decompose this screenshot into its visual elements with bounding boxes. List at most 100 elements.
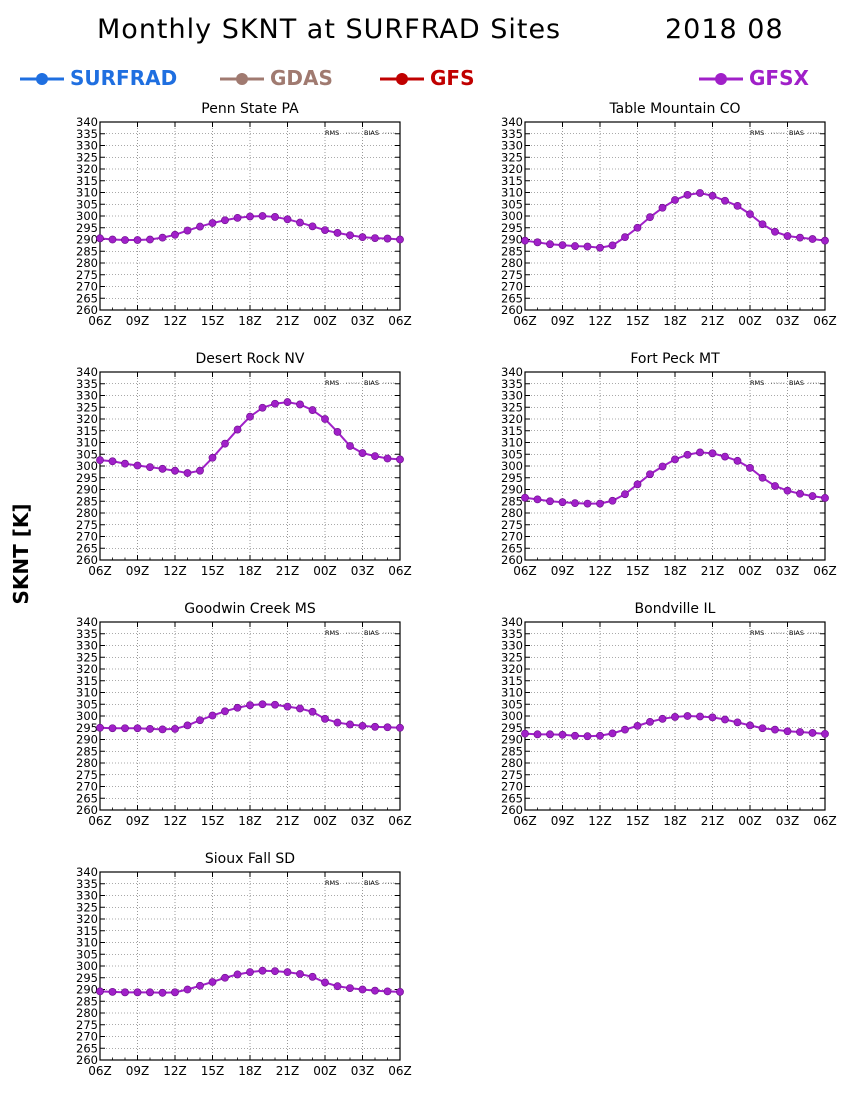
data-point	[346, 442, 354, 450]
x-tick-label: 06Z	[813, 814, 837, 828]
x-tick-label: 03Z	[776, 814, 800, 828]
chart-panel-bondville: Bondville IL2602652702752802852902953003…	[501, 601, 837, 828]
data-point	[358, 449, 367, 457]
y-tick-label: 260	[76, 303, 98, 317]
y-tick-label: 325	[76, 650, 98, 664]
y-tick-label: 290	[76, 233, 98, 247]
panel-title: Sioux Fall SD	[205, 851, 295, 867]
data-point	[158, 725, 167, 734]
y-tick-label: 270	[76, 280, 98, 294]
data-point	[333, 982, 342, 991]
data-point	[296, 970, 304, 978]
data-point	[646, 213, 654, 222]
x-tick-label: 15Z	[201, 564, 225, 578]
y-tick-label: 320	[501, 162, 523, 176]
x-tick-label: 06Z	[813, 564, 837, 578]
panel-legend-bias: BIAS	[364, 879, 379, 887]
data-point	[758, 220, 767, 229]
y-tick-label: 315	[76, 924, 98, 938]
panel-legend-bias: BIAS	[364, 379, 379, 387]
data-point	[96, 234, 104, 243]
y-tick-label: 315	[76, 674, 98, 688]
data-point	[346, 231, 354, 240]
data-point	[683, 712, 692, 720]
legend-marker-surfrad	[20, 73, 64, 85]
data-point	[308, 222, 317, 231]
data-point	[658, 462, 667, 471]
x-tick-label: 09Z	[126, 564, 150, 578]
x-tick-label: 21Z	[701, 314, 725, 328]
data-point	[233, 425, 242, 434]
data-point	[608, 241, 617, 250]
data-point	[521, 493, 529, 502]
x-tick-label: 15Z	[626, 814, 650, 828]
data-point	[608, 496, 617, 505]
data-point	[571, 731, 579, 740]
y-tick-label: 285	[76, 994, 98, 1008]
y-tick-label: 310	[76, 936, 98, 950]
x-tick-label: 18Z	[238, 1064, 262, 1078]
y-tick-label: 285	[76, 244, 98, 258]
data-point	[658, 714, 667, 723]
x-tick-label: 03Z	[351, 564, 375, 578]
data-point	[708, 449, 717, 458]
y-tick-label: 265	[76, 791, 98, 805]
chart-panel-goodwin-creek: Goodwin Creek MS 260265270275280285290295…	[76, 601, 412, 828]
plot-frame	[99, 621, 401, 811]
data-point	[333, 428, 342, 436]
y-tick-label: 270	[76, 1030, 98, 1044]
data-point	[796, 233, 804, 242]
y-tick-label: 340	[501, 115, 523, 129]
data-point	[321, 978, 329, 987]
data-point	[233, 703, 242, 712]
y-tick-label: 340	[501, 365, 523, 379]
y-tick-label: 305	[501, 697, 523, 711]
data-point	[146, 463, 154, 472]
y-tick-label: 280	[76, 1006, 98, 1020]
data-point	[171, 230, 179, 239]
data-point	[233, 213, 242, 222]
data-point	[733, 456, 742, 465]
x-tick-label: 00Z	[313, 1064, 337, 1078]
data-point	[746, 463, 754, 472]
x-tick-label: 06Z	[513, 814, 537, 828]
y-tick-label: 280	[501, 756, 523, 770]
y-tick-label: 305	[76, 447, 98, 461]
data-point	[733, 201, 742, 210]
x-tick-label: 12Z	[588, 814, 612, 828]
data-point	[721, 196, 729, 205]
y-tick-label: 290	[76, 983, 98, 997]
y-tick-label: 285	[76, 494, 98, 508]
x-tick-label: 12Z	[588, 564, 612, 578]
panel-legend-rms: RMS	[325, 629, 339, 637]
x-tick-label: 06Z	[88, 314, 112, 328]
y-tick-label: 330	[76, 139, 98, 153]
data-point	[683, 190, 692, 199]
y-tick-label: 305	[76, 697, 98, 711]
data-point	[758, 724, 767, 733]
data-point	[308, 406, 317, 414]
data-point	[146, 988, 154, 997]
chart-panel-sioux-fall: Sioux Fall SD 260265270275280285290295300…	[76, 851, 412, 1078]
plot-frame	[524, 121, 826, 311]
y-tick-label: 320	[76, 412, 98, 426]
panel-legend-rms: RMS	[325, 129, 339, 137]
data-point	[808, 729, 817, 737]
y-tick-label: 265	[501, 291, 523, 305]
y-tick-label: 275	[501, 268, 523, 282]
y-tick-label: 295	[501, 471, 523, 485]
y-tick-label: 285	[501, 744, 523, 758]
data-point	[258, 403, 267, 412]
data-point	[671, 196, 679, 204]
y-tick-label: 315	[501, 674, 523, 688]
panel-legend-rms: RMS	[750, 129, 764, 137]
y-tick-label: 340	[76, 865, 98, 879]
data-point	[283, 398, 292, 406]
chart-date: 2018 08	[665, 14, 784, 45]
x-tick-label: 09Z	[126, 314, 150, 328]
y-tick-label: 270	[76, 530, 98, 544]
data-point	[296, 400, 304, 409]
y-tick-label: 305	[501, 197, 523, 211]
data-point	[533, 238, 542, 247]
data-point	[121, 236, 129, 244]
